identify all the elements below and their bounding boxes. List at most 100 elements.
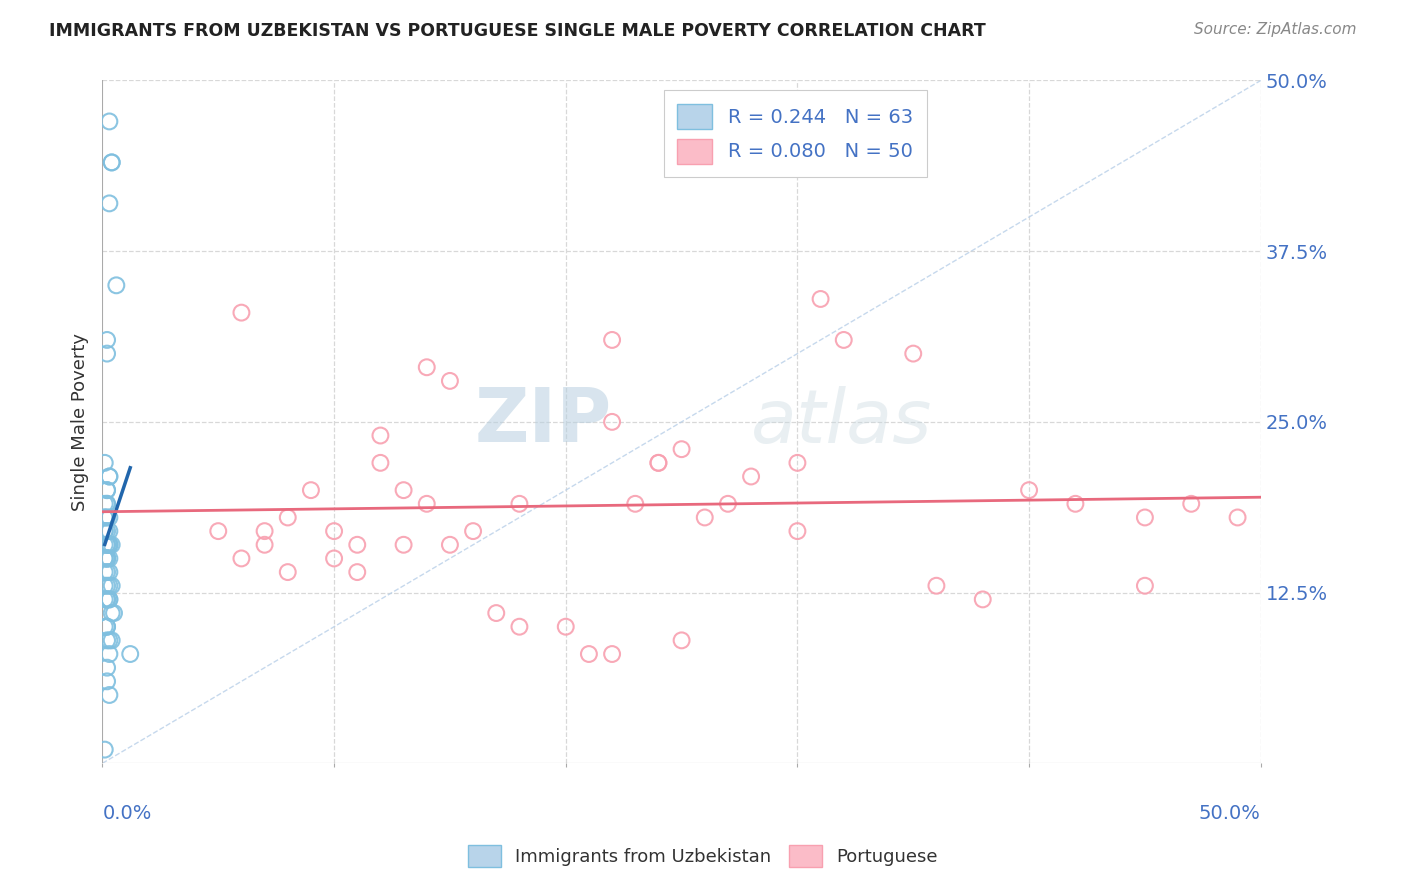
Point (98, 114, 121, 128)
Point (94, 524, 117, 538)
Point (96, 592, 118, 607)
Point (554, 620, 576, 634)
Point (94, 497, 117, 511)
Point (98, 592, 121, 607)
Point (392, 483, 415, 497)
Point (98, 688, 121, 702)
Point (810, 292, 832, 306)
Point (624, 497, 647, 511)
Point (98, 633, 121, 648)
Point (94, 551, 117, 566)
Point (346, 565, 368, 579)
Point (94, 510, 117, 524)
Point (96, 483, 118, 497)
Point (100, 633, 122, 648)
Point (671, 633, 693, 648)
Point (323, 551, 346, 566)
Point (100, 538, 122, 552)
Text: ZIP: ZIP (475, 385, 612, 458)
Point (98, 524, 121, 538)
Point (392, 538, 415, 552)
Point (600, 333, 623, 347)
Point (94, 456, 117, 470)
Point (1133, 579, 1156, 593)
Point (120, 647, 142, 661)
Text: IMMIGRANTS FROM UZBEKISTAN VS PORTUGUESE SINGLE MALE POVERTY CORRELATION CHART: IMMIGRANTS FROM UZBEKISTAN VS PORTUGUESE… (49, 22, 986, 40)
Point (98, 469, 121, 483)
Point (98, 551, 121, 566)
Point (647, 456, 669, 470)
Point (98, 538, 121, 552)
Point (100, 606, 122, 620)
Point (578, 647, 600, 661)
Point (94, 565, 117, 579)
Point (96, 538, 118, 552)
Point (98, 538, 121, 552)
Point (96, 565, 118, 579)
Point (96, 524, 118, 538)
Point (96, 346, 118, 360)
Text: atlas: atlas (751, 386, 932, 458)
Legend: R = 0.244   N = 63, R = 0.080   N = 50: R = 0.244 N = 63, R = 0.080 N = 50 (664, 90, 927, 178)
Point (207, 524, 229, 538)
Point (98, 510, 121, 524)
Point (370, 456, 392, 470)
Point (94, 742, 117, 756)
Point (96, 620, 118, 634)
Point (508, 497, 530, 511)
Point (98, 538, 121, 552)
Point (1226, 510, 1249, 524)
Point (416, 360, 439, 375)
Point (96, 551, 118, 566)
Point (96, 620, 118, 634)
Point (94, 592, 117, 607)
Point (253, 524, 276, 538)
Point (96, 674, 118, 689)
Point (98, 647, 121, 661)
Point (96, 510, 118, 524)
Point (94, 538, 117, 552)
Point (98, 592, 121, 607)
Point (94, 551, 117, 566)
Point (786, 456, 808, 470)
Point (96, 633, 118, 648)
Point (231, 305, 253, 319)
Point (439, 374, 461, 388)
Point (693, 510, 716, 524)
Point (461, 524, 484, 538)
Point (98, 196, 121, 211)
Point (439, 538, 461, 552)
Point (370, 428, 392, 442)
Point (972, 592, 994, 607)
Point (100, 155, 122, 169)
Point (925, 579, 948, 593)
Point (786, 524, 808, 538)
Point (94, 510, 117, 524)
Point (96, 538, 118, 552)
Point (1180, 497, 1202, 511)
Point (1064, 497, 1087, 511)
Point (253, 538, 276, 552)
Point (416, 497, 439, 511)
Text: 0.0%: 0.0% (103, 805, 152, 823)
Point (94, 620, 117, 634)
Point (600, 647, 623, 661)
Point (96, 551, 118, 566)
Point (96, 661, 118, 675)
Point (96, 497, 118, 511)
Point (323, 524, 346, 538)
Point (1018, 483, 1040, 497)
Point (100, 579, 122, 593)
Point (903, 346, 925, 360)
Point (94, 524, 117, 538)
Point (98, 565, 121, 579)
Point (98, 469, 121, 483)
Point (96, 497, 118, 511)
Point (832, 333, 855, 347)
Point (105, 278, 128, 293)
Legend: Immigrants from Uzbekistan, Portuguese: Immigrants from Uzbekistan, Portuguese (461, 838, 945, 874)
Point (98, 579, 121, 593)
Point (277, 510, 299, 524)
Point (485, 606, 508, 620)
Point (96, 551, 118, 566)
